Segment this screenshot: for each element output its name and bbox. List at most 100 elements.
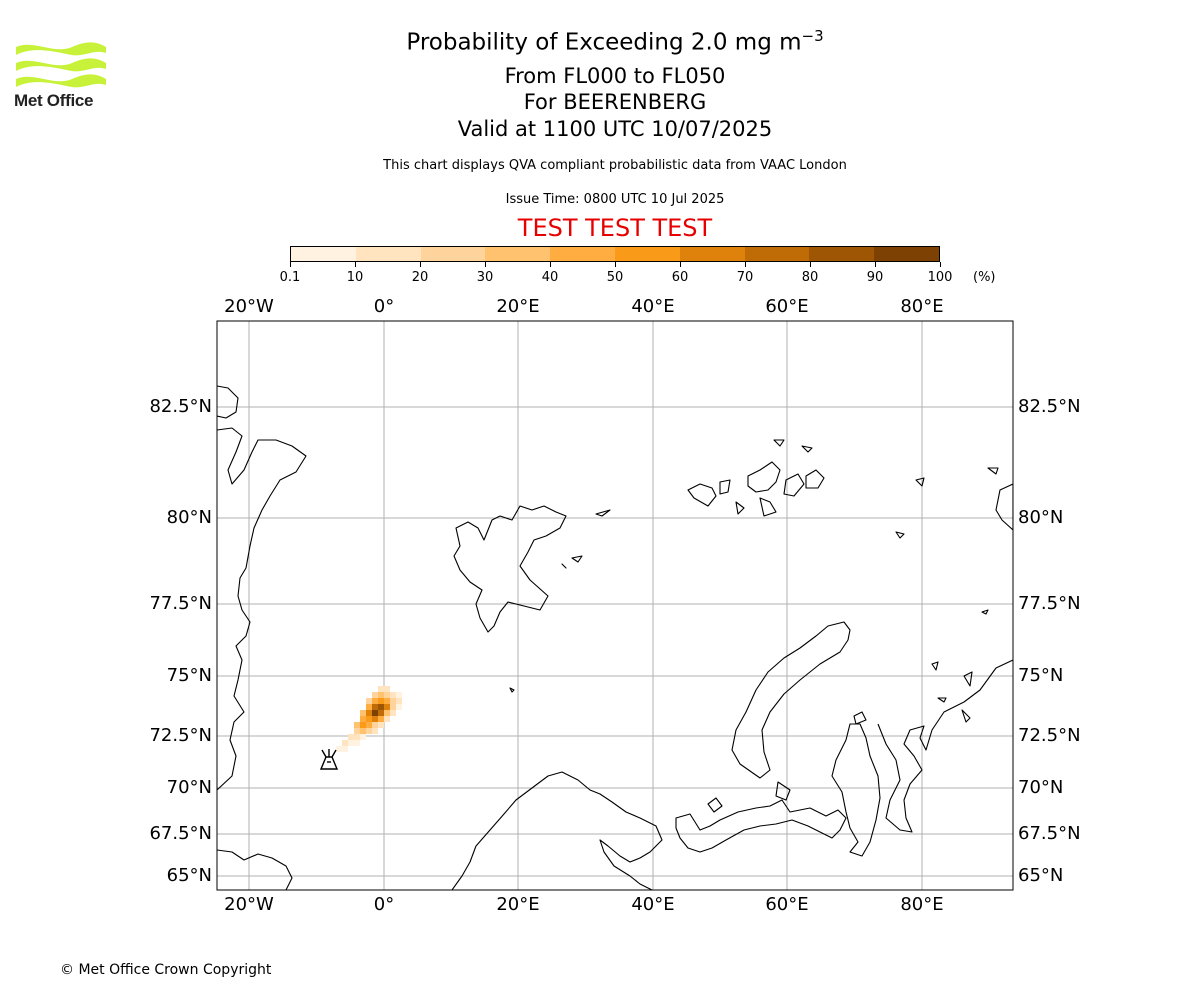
coastline-novaya-zemlya bbox=[731, 621, 851, 779]
latitude-label-left: 75°N bbox=[166, 665, 212, 686]
flight-level-subtitle: From FL000 to FL050 bbox=[504, 64, 726, 88]
chart-title: Probability of Exceeding 2.0 mg m−3 bbox=[300, 27, 930, 56]
latitude-label-right: 65°N bbox=[1018, 865, 1064, 886]
coastline-kola bbox=[675, 799, 847, 853]
coastline-svalbard bbox=[453, 505, 567, 633]
latitude-label-left: 65°N bbox=[166, 865, 212, 886]
plume-cell bbox=[354, 734, 360, 740]
colorbar-tick-label: 50 bbox=[606, 270, 624, 285]
colorbar-unit: (%) bbox=[973, 270, 996, 285]
plume-cell bbox=[348, 740, 354, 746]
colorbar-tick-mark bbox=[875, 262, 876, 267]
coastline-siberia-islands bbox=[853, 467, 1013, 725]
latitude-label-right: 67.5°N bbox=[1018, 823, 1081, 844]
plume-cell bbox=[378, 722, 384, 728]
plume-cell bbox=[372, 698, 378, 704]
plume-cell bbox=[390, 692, 396, 698]
coastline-small-islands bbox=[561, 555, 989, 615]
colorbar-segment bbox=[550, 247, 615, 261]
plume-cell bbox=[366, 728, 372, 734]
plume-cell bbox=[378, 716, 384, 722]
valid-time-subtitle: Valid at 1100 UTC 10/07/2025 bbox=[457, 117, 773, 141]
plume-cell bbox=[396, 692, 402, 698]
compliance-notice: This chart displays QVA compliant probab… bbox=[383, 158, 847, 173]
coastlines bbox=[217, 385, 1013, 890]
longitude-label-bottom: 60°E bbox=[765, 894, 809, 915]
plume-cell bbox=[360, 710, 366, 716]
logo-wordmark: Met Office bbox=[14, 91, 94, 110]
longitude-label-top: 0° bbox=[373, 296, 395, 317]
volcano-subtitle: For BEERENBERG bbox=[523, 90, 707, 114]
plume-cell bbox=[390, 698, 396, 704]
plume-cell bbox=[366, 704, 372, 710]
plume-cell bbox=[372, 692, 378, 698]
test-banner: TEST TEST TEST bbox=[517, 214, 713, 242]
plume-cell bbox=[390, 704, 396, 710]
colorbar-tick-label: 30 bbox=[476, 270, 494, 285]
map-frame bbox=[216, 320, 1014, 891]
plume-cell bbox=[378, 692, 384, 698]
plume-cell bbox=[372, 710, 378, 716]
latitude-label-right: 82.5°N bbox=[1018, 396, 1081, 417]
plume-cell bbox=[372, 722, 378, 728]
coastline-greenland-south bbox=[217, 849, 293, 890]
latitude-label-left: 82.5°N bbox=[149, 396, 212, 417]
volcano-icon bbox=[319, 749, 339, 770]
colorbar-tick-mark bbox=[550, 262, 551, 267]
coastline-scandinavia bbox=[451, 771, 663, 890]
map-frame-bg bbox=[217, 321, 1013, 890]
title-superscript: −3 bbox=[801, 27, 824, 45]
plume-cell bbox=[372, 704, 378, 710]
longitude-label-bottom: 40°E bbox=[631, 894, 675, 915]
colorbar-tick-mark bbox=[355, 262, 356, 267]
plume-cell bbox=[384, 698, 390, 704]
colorbar-tick-label: 10 bbox=[346, 270, 364, 285]
plume-cell bbox=[384, 704, 390, 710]
plume-cell bbox=[366, 698, 372, 704]
colorbar-segment bbox=[809, 247, 875, 261]
coastline-yamal bbox=[831, 723, 881, 857]
longitude-label-top: 20°W bbox=[224, 296, 274, 317]
plume-cell bbox=[360, 734, 366, 740]
plume-cell bbox=[378, 686, 384, 692]
plume-cell bbox=[384, 710, 390, 716]
plume-cell bbox=[390, 710, 396, 716]
plume-cell bbox=[336, 746, 342, 752]
plume-cell bbox=[366, 722, 372, 728]
graticule bbox=[217, 321, 1013, 890]
colorbar-tick-label: 40 bbox=[541, 270, 559, 285]
latitude-label-left: 77.5°N bbox=[149, 593, 212, 614]
colorbar-segment bbox=[874, 247, 939, 261]
plume-cell bbox=[366, 716, 372, 722]
longitude-label-top: 60°E bbox=[765, 296, 809, 317]
plume-cell bbox=[342, 746, 348, 752]
coastline-gydan bbox=[877, 659, 1013, 833]
plume-cell bbox=[366, 710, 372, 716]
latitude-label-right: 72.5°N bbox=[1018, 725, 1081, 746]
plume-cell bbox=[378, 704, 384, 710]
longitude-label-bottom: 0° bbox=[373, 894, 395, 915]
plume-cell bbox=[396, 698, 402, 704]
longitude-label-top: 80°E bbox=[900, 296, 944, 317]
latitude-label-right: 75°N bbox=[1018, 665, 1064, 686]
plume-cell bbox=[372, 728, 378, 734]
plume-cell bbox=[384, 692, 390, 698]
plume-cell bbox=[378, 710, 384, 716]
colorbar-tick-label: 80 bbox=[801, 270, 819, 285]
coastline-vaygach bbox=[775, 781, 791, 801]
latitude-label-left: 72.5°N bbox=[149, 725, 212, 746]
plume-cell bbox=[354, 728, 360, 734]
latitude-label-left: 70°N bbox=[166, 777, 212, 798]
latitude-label-left: 67.5°N bbox=[149, 823, 212, 844]
plume-cell bbox=[342, 740, 348, 746]
latitude-label-right: 70°N bbox=[1018, 777, 1064, 798]
colorbar-segment bbox=[614, 247, 680, 261]
colorbar-tick-label: 20 bbox=[411, 270, 429, 285]
colorbar-tick-mark bbox=[940, 262, 941, 267]
coastline-kolguyev bbox=[707, 797, 723, 813]
plume-cell bbox=[384, 686, 390, 692]
coastline-bear-island bbox=[509, 687, 515, 693]
colorbar bbox=[290, 246, 940, 262]
colorbar-tick-mark bbox=[290, 262, 291, 267]
